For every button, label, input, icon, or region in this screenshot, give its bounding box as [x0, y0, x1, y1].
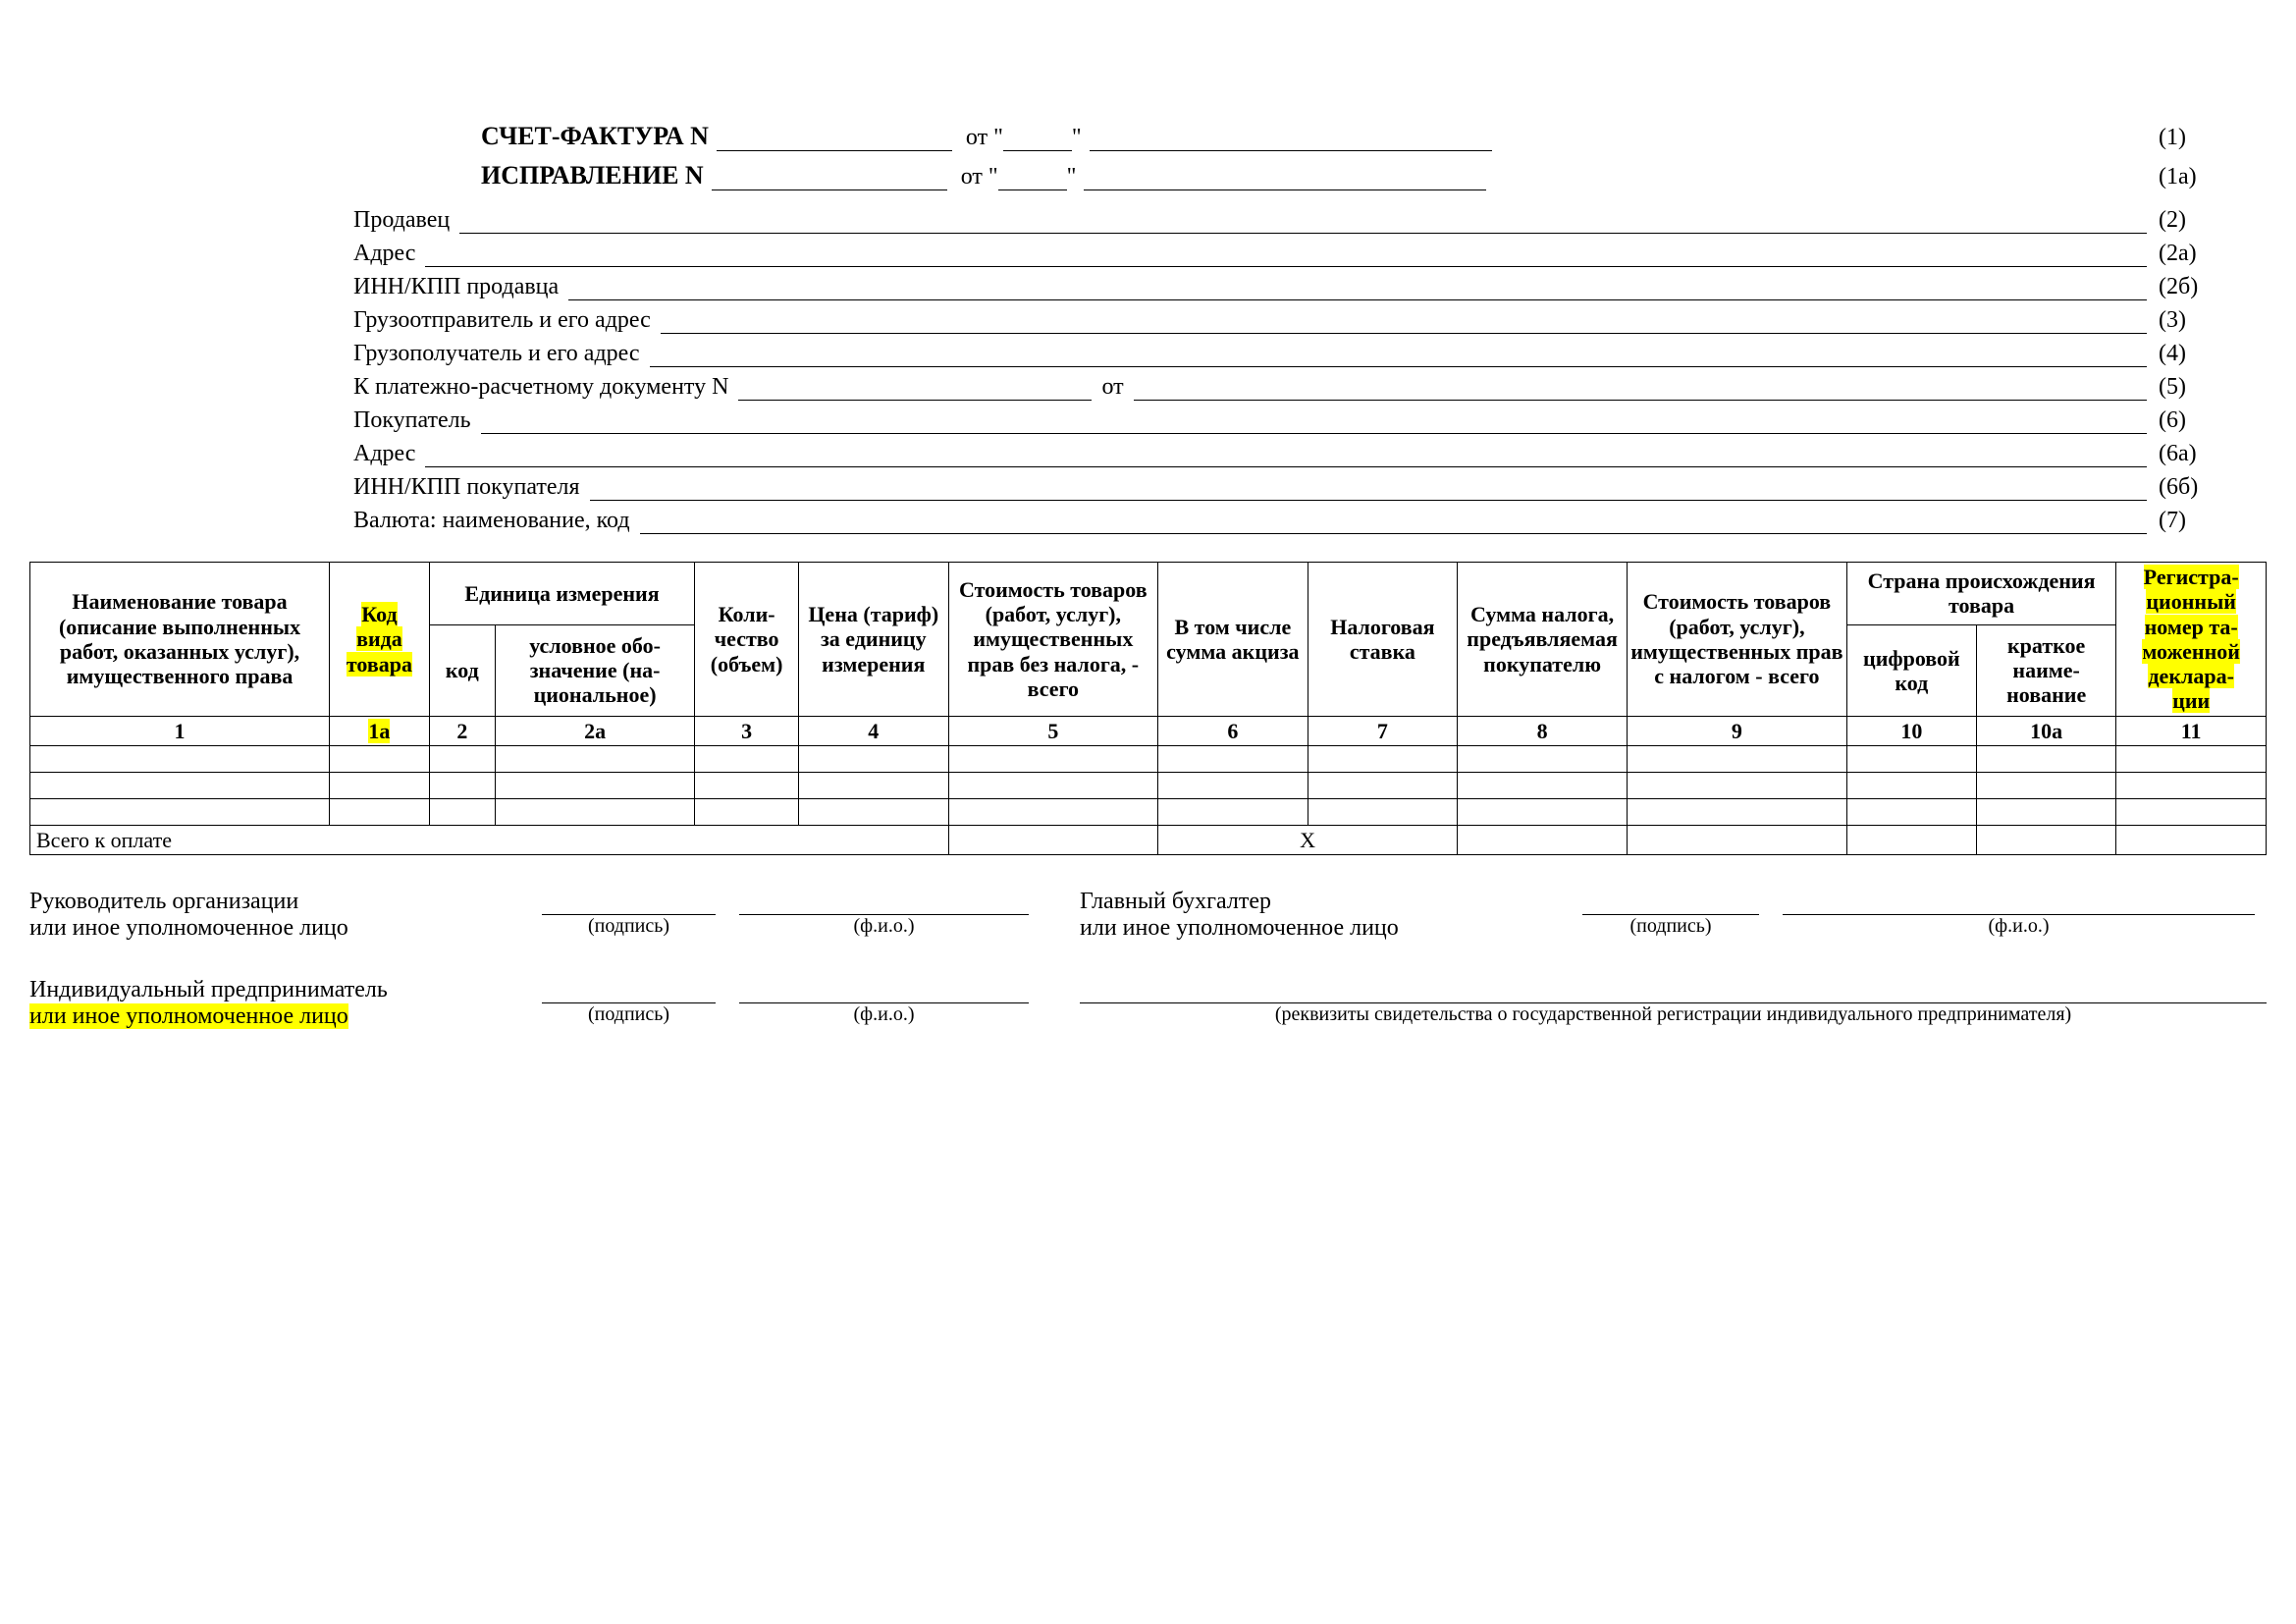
signatures-block: Руководитель организации или иное уполно… — [29, 889, 2267, 1030]
th-country-group: Страна происхож­дения товара — [1846, 563, 2116, 625]
entrepreneur-signature-label: Индивидуальный предприниматель или иное … — [29, 977, 530, 1030]
caption-signature: (подпись) — [1629, 915, 1711, 938]
colnum: 2а — [495, 716, 694, 745]
total-x: Х — [1158, 826, 1458, 855]
data-row — [30, 799, 2267, 826]
total-label: Всего к оплате — [30, 826, 949, 855]
info-row: Покупатель(6) — [353, 405, 2217, 434]
marker-1a: (1а) — [2147, 164, 2217, 190]
colnum: 6 — [1158, 716, 1308, 745]
leader-signature-label: Руководитель организации или иное уполно… — [29, 889, 530, 942]
th-qty: Коли­чество (объ­ем) — [695, 563, 799, 717]
caption-fio: (ф.и.о.) — [1989, 915, 2050, 938]
info-row: Адрес(6а) — [353, 438, 2217, 467]
info-row: Адрес(2а) — [353, 238, 2217, 267]
th-price: Цена (та­риф) за единицу измерения — [799, 563, 949, 717]
colnum: 1 — [30, 716, 330, 745]
invoice-title-row: СЧЕТ-ФАКТУРА N от " " (1) — [353, 118, 2217, 151]
invoice-label: СЧЕТ-ФАКТУРА N — [481, 122, 709, 151]
caption-registration-details: (реквизиты свидетельства о государственн… — [1080, 1003, 2267, 1026]
marker-1: (1) — [2147, 125, 2217, 151]
invoice-items-table: Наименование товара (описание выполнен­н… — [29, 562, 2267, 855]
colnum: 8 — [1458, 716, 1628, 745]
th-cost-withtax: Стоимость то­варов (работ, услуг), имуще… — [1628, 563, 1847, 717]
from-label-1: от — [960, 125, 993, 151]
colnum: 9 — [1628, 716, 1847, 745]
th-country-name: краткое наиме­нование — [1976, 624, 2115, 716]
th-tax-sum: Сумма на­лога, предъяв­ляемая по­купател… — [1458, 563, 1628, 717]
info-row: Продавец(2) — [353, 204, 2217, 234]
colnum: 1а — [330, 716, 430, 745]
info-row: Грузополучатель и его адрес(4) — [353, 338, 2217, 367]
colnum: 10а — [1976, 716, 2115, 745]
th-country-code: цифровой код — [1846, 624, 1976, 716]
caption-signature: (подпись) — [588, 915, 669, 938]
colnum: 5 — [948, 716, 1158, 745]
colnum: 2 — [429, 716, 495, 745]
th-tax-rate: Налоговая ставка — [1308, 563, 1458, 717]
data-row — [30, 746, 2267, 773]
caption-fio: (ф.и.о.) — [854, 915, 915, 938]
caption-signature: (подпись) — [588, 1003, 669, 1026]
th-excise: В том чис­ле сумма акциза — [1158, 563, 1308, 717]
colnum: 11 — [2116, 716, 2267, 745]
info-row-payment: К платежно-расчетному документу N от (5) — [353, 371, 2217, 401]
info-row: ИНН/КПП продавца(2б) — [353, 271, 2217, 300]
th-goods-type-code: Код вида товара — [330, 563, 430, 717]
th-name: Наименование товара (описание выполнен­н… — [30, 563, 330, 717]
th-unit-group: Единица измере­ния — [429, 563, 695, 625]
info-row: Валюта: наименование, код(7) — [353, 505, 2217, 534]
info-row: ИНН/КПП покупателя(6б) — [353, 471, 2217, 501]
caption-fio: (ф.и.о.) — [854, 1003, 915, 1026]
accountant-signature-label: Главный бухгалтер или иное уполномоченно… — [1041, 889, 1571, 942]
colnum: 7 — [1308, 716, 1458, 745]
correction-title-row: ИСПРАВЛЕНИЕ N от " " (1а) — [353, 157, 2217, 190]
data-row — [30, 773, 2267, 799]
colnum: 4 — [799, 716, 949, 745]
header-info-block: Продавец(2) Адрес(2а) ИНН/КПП продавца(2… — [353, 204, 2217, 534]
th-cost-notax: Стоимость то­варов (работ, услуг), имуще… — [948, 563, 1158, 717]
th-unit-name: условное обо­значение (на­циональное) — [495, 624, 694, 716]
colnum: 10 — [1846, 716, 1976, 745]
th-unit-code: код — [429, 624, 495, 716]
from-label-1a: от — [955, 164, 988, 190]
total-row: Всего к оплате Х — [30, 826, 2267, 855]
correction-label: ИСПРАВЛЕНИЕ N — [481, 161, 704, 190]
info-row: Грузоотправитель и его адрес(3) — [353, 304, 2217, 334]
th-customs-decl: Регистра- ционный номер та- моженной дек… — [2116, 563, 2267, 717]
colnum: 3 — [695, 716, 799, 745]
